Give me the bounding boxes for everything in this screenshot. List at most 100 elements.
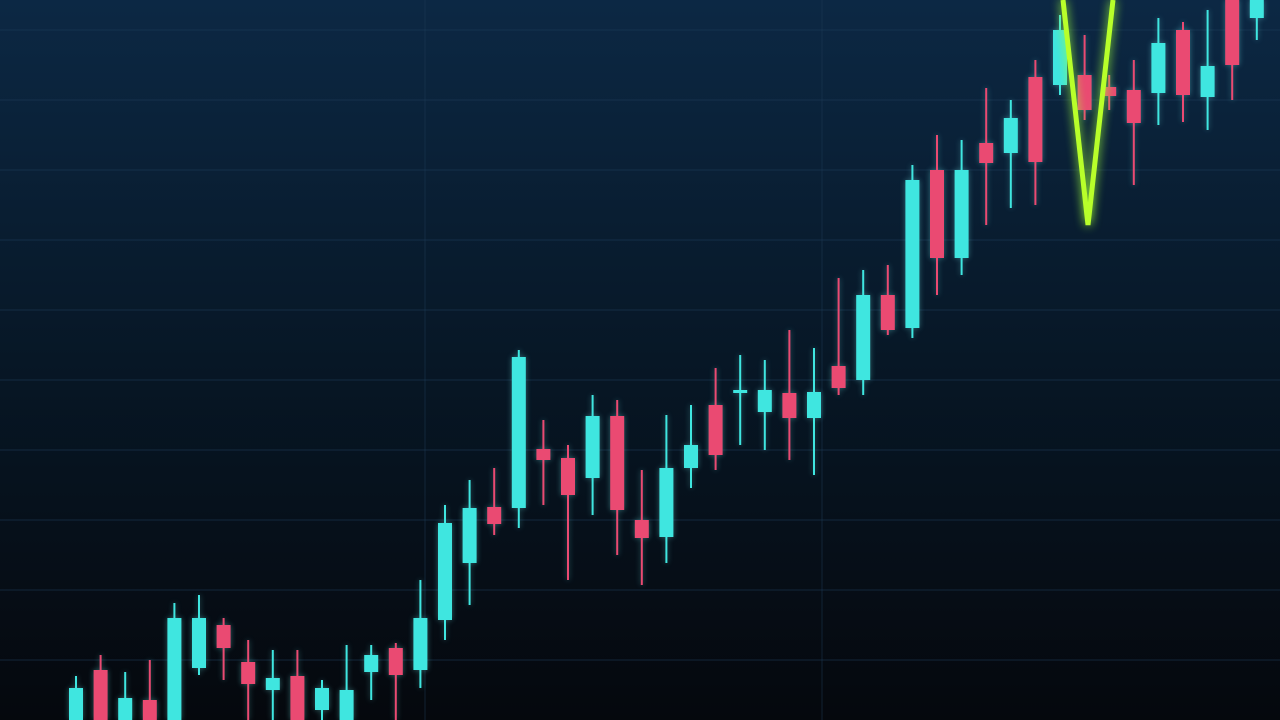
candle <box>905 165 920 338</box>
candle <box>462 480 477 605</box>
candle-body <box>610 416 625 510</box>
candle-body <box>462 508 477 563</box>
candle-body <box>388 648 403 675</box>
candle-body <box>1126 90 1141 123</box>
candle-body <box>954 170 969 258</box>
candle <box>880 265 895 335</box>
candle-body <box>733 390 748 393</box>
candle <box>290 650 305 720</box>
candle-body <box>1053 30 1067 85</box>
candle-body <box>1225 0 1240 65</box>
candle <box>1225 0 1240 100</box>
v-annotation <box>1060 0 1116 226</box>
candle <box>315 680 329 720</box>
candle <box>1028 60 1043 205</box>
candle <box>192 595 206 675</box>
candle <box>536 420 551 505</box>
candle <box>69 676 83 720</box>
candle-body <box>880 295 895 330</box>
candle <box>634 470 649 585</box>
candle <box>1176 22 1190 122</box>
candle <box>1077 35 1092 120</box>
candle <box>659 415 674 563</box>
candle <box>511 350 526 528</box>
candle <box>757 360 772 450</box>
candle-body <box>905 180 920 328</box>
candle-body <box>782 393 797 418</box>
candle-body <box>536 449 551 460</box>
candle-body <box>364 655 379 672</box>
candle <box>807 348 821 475</box>
candle-body <box>1028 77 1043 162</box>
candle-body <box>69 688 83 720</box>
candle-body <box>561 458 575 495</box>
candle-body <box>511 357 526 508</box>
candle <box>487 468 502 535</box>
candle <box>118 672 133 720</box>
candle <box>979 88 994 225</box>
candle <box>93 655 108 720</box>
candle-body <box>1151 43 1166 93</box>
candle <box>708 368 723 470</box>
candle <box>585 395 600 515</box>
candle-body <box>192 618 206 668</box>
candle <box>241 640 256 720</box>
candle-body <box>1003 118 1018 153</box>
candle-body <box>1200 66 1215 97</box>
candle-body <box>142 700 157 720</box>
candle-body <box>290 676 305 720</box>
candle-body <box>265 678 280 690</box>
candle <box>684 405 698 488</box>
candle-body <box>979 143 994 163</box>
candle <box>388 643 403 720</box>
candle-body <box>831 366 846 388</box>
candle-body <box>585 416 600 478</box>
candle-body <box>708 405 723 455</box>
candle-body <box>438 523 452 620</box>
candle-body <box>1249 0 1264 18</box>
candle <box>1102 75 1117 110</box>
candle <box>1200 10 1215 130</box>
candle <box>856 270 871 395</box>
candle-body <box>1176 30 1190 95</box>
candle-body <box>1077 75 1092 110</box>
candle <box>930 135 944 295</box>
candle <box>1151 18 1166 125</box>
candle <box>216 618 231 680</box>
candle <box>142 660 157 720</box>
candle-body <box>856 295 871 380</box>
candle <box>733 355 748 445</box>
candle-body <box>241 662 256 684</box>
candle <box>610 400 625 555</box>
candle <box>364 645 379 700</box>
candle-body <box>413 618 428 670</box>
candle-body <box>930 170 944 258</box>
candle <box>782 330 797 460</box>
candle-body <box>1102 87 1117 96</box>
candle-body <box>167 618 182 720</box>
candle-body <box>339 690 354 720</box>
candle <box>1249 0 1264 40</box>
candle <box>413 580 428 688</box>
candle <box>1053 15 1067 95</box>
candle <box>339 645 354 720</box>
candle <box>1003 100 1018 208</box>
candle <box>561 445 575 580</box>
candle <box>265 650 280 720</box>
candle-body <box>757 390 772 412</box>
candle-body <box>659 468 674 537</box>
candle-body <box>315 688 329 710</box>
candle <box>167 603 182 720</box>
candle <box>438 505 452 640</box>
candle-body <box>118 698 133 720</box>
candle <box>1126 60 1141 185</box>
candle-body <box>684 445 698 468</box>
candle-body <box>634 520 649 538</box>
candle-body <box>807 392 821 418</box>
candle-body <box>487 507 502 524</box>
candle-body <box>93 670 108 720</box>
candle-body <box>216 625 231 648</box>
